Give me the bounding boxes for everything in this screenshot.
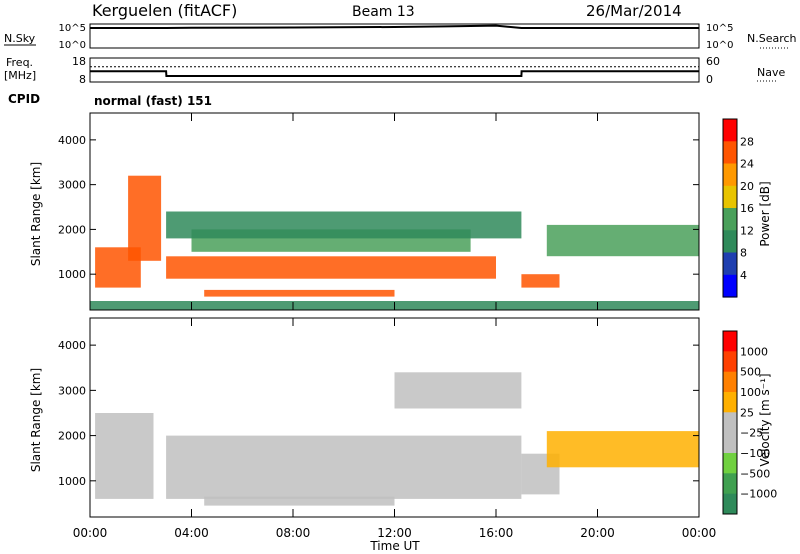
colorbar-tick-label: 100 (740, 386, 761, 399)
nave-tick-bottom: 0 (706, 73, 713, 86)
velocity-x-axis: 00:00 04:00 08:00 12:00 16:00 20:00 00:00 (73, 318, 717, 540)
colorbar-cell (723, 141, 737, 165)
nsky-tick-bottom: 10^0 (59, 40, 86, 51)
colorbar-tick-label: 8 (740, 247, 747, 260)
colorbar-tick-label: 1000 (740, 345, 768, 358)
x-tick-label: 04:00 (174, 526, 209, 540)
colorbar-cell (723, 274, 737, 298)
colorbar-tick-label: 500 (740, 366, 761, 379)
velocity-y-label: Slant Range [km] (29, 368, 43, 472)
colorbar-cell (723, 230, 737, 254)
colorbar-cell (723, 331, 737, 352)
x-axis-label: Time UT (369, 539, 420, 553)
scatter-region-2 (166, 256, 496, 279)
y-tick-label: 1000 (58, 475, 86, 488)
nave-label: Nave (757, 66, 785, 79)
colorbar-tick-label: 25 (740, 406, 754, 419)
cpid-label: CPID (8, 92, 40, 106)
velocity-colorbar: 1000 500 100 25 −25 −100 −500 −1000 (722, 330, 777, 515)
colorbar-tick-label: 28 (740, 135, 754, 148)
freq-frame (89, 57, 700, 83)
y-tick-label: 3000 (58, 384, 86, 397)
colorbar-cell (723, 453, 737, 474)
x-tick-label: 00:00 (682, 526, 717, 540)
velocity-colorbar-label: Velocity [m s⁻¹] (758, 373, 772, 466)
x-tick-label: 08:00 (276, 526, 311, 540)
scatter-region-4 (204, 289, 395, 297)
power-x-tickmarks (89, 113, 700, 310)
x-tick-label: 20:00 (580, 526, 615, 540)
y-tick-label: 2000 (58, 430, 86, 443)
scatter-region-2 (204, 496, 395, 506)
scatter-region-7 (546, 224, 700, 257)
scatter-region-0 (95, 413, 154, 499)
power-colorbar-label: Power [dB] (758, 181, 772, 246)
x-tick-label: 12:00 (377, 526, 412, 540)
colorbar-cell (723, 351, 737, 373)
cpid-value: normal (fast) 151 (94, 94, 212, 108)
colorbar-tick-label: 12 (740, 224, 754, 237)
freq-tick-bottom: 8 (79, 73, 86, 86)
nsky-label: N.Sky (4, 32, 36, 45)
velocity-panel: 1000 2000 3000 4000 00:00 04:00 08:00 12:00 16:… (29, 317, 777, 553)
colorbar-tick-label: −1000 (740, 488, 777, 501)
nsearch-label: N.Search (747, 32, 797, 45)
colorbar-cell (723, 432, 737, 454)
velocity-data-layer (95, 372, 700, 506)
y-tick-label: 2000 (58, 223, 86, 236)
colorbar-cell (723, 185, 737, 209)
colorbar-tick-label: 20 (740, 180, 754, 193)
power-colorbar: 28 24 20 16 12 8 4 (722, 118, 754, 298)
colorbar-frame (722, 118, 738, 298)
colorbar-cell (723, 493, 737, 515)
colorbar-frame (722, 330, 738, 515)
colorbar-cell (723, 371, 737, 393)
nsky-tick-top: 10^5 (59, 23, 86, 34)
nsky-frame (89, 23, 700, 49)
colorbar-cell (723, 163, 737, 187)
nave-tick-top: 60 (706, 55, 720, 68)
y-tick-label: 4000 (58, 339, 86, 352)
freq-series-line (90, 70, 699, 77)
velocity-y-axis: 1000 2000 3000 4000 (58, 339, 699, 488)
colorbar-tick-label: 24 (740, 158, 754, 171)
scatter-region-5 (166, 211, 522, 239)
freq-panel: Freq. [MHz] 18 8 60 0 Nave (4, 55, 785, 86)
nsearch-tick-top: 10^5 (706, 23, 733, 34)
y-tick-label: 4000 (58, 134, 86, 147)
colorbar-cell (723, 473, 737, 495)
colorbar-cell (723, 119, 737, 142)
y-tick-label: 3000 (58, 179, 86, 192)
freq-unit-label: [MHz] (4, 69, 36, 82)
nsky-panel: N.Sky 10^5 10^0 10^5 10^0 N.Search (4, 23, 797, 51)
x-tick-label: 00:00 (73, 526, 108, 540)
colorbar-tick-label: −100 (740, 447, 770, 460)
scatter-region-5 (394, 372, 522, 409)
freq-tick-top: 18 (72, 55, 86, 68)
colorbar-cell (723, 208, 737, 231)
scatter-region-4 (546, 431, 700, 468)
x-tick-label: 16:00 (479, 526, 514, 540)
colorbar-tick-label: −500 (740, 467, 770, 480)
scatter-region-1 (128, 175, 162, 261)
colorbar-tick-label: 16 (740, 202, 754, 215)
colorbar-cell (723, 392, 737, 413)
colorbar-cell (723, 412, 737, 434)
nsky-series-line (90, 24, 699, 29)
scatter-region-6 (521, 274, 560, 288)
power-y-axis: 1000 2000 3000 4000 (58, 134, 699, 281)
nsearch-tick-bottom: 10^0 (706, 40, 733, 51)
power-panel: 1000 2000 3000 4000 Slant Range [km] 28 24 20… (29, 112, 772, 311)
y-tick-label: 1000 (58, 268, 86, 281)
station-title: Kerguelen (fitACF) (92, 1, 237, 20)
power-y-label: Slant Range [km] (29, 162, 43, 266)
beam-title: Beam 13 (352, 4, 415, 20)
date-title: 26/Mar/2014 (586, 2, 682, 20)
colorbar-cell (723, 252, 737, 276)
colorbar-tick-label: 4 (740, 269, 747, 282)
freq-label: Freq. (6, 56, 33, 69)
scatter-region-1 (166, 435, 522, 499)
colorbar-tick-label: −25 (740, 427, 763, 440)
